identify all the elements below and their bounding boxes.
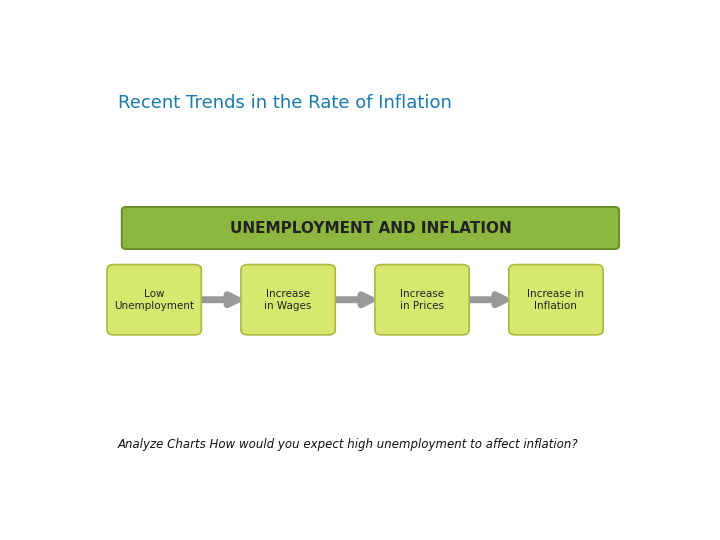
Text: UNEMPLOYMENT AND INFLATION: UNEMPLOYMENT AND INFLATION (230, 220, 511, 235)
FancyBboxPatch shape (107, 265, 202, 335)
FancyBboxPatch shape (241, 265, 336, 335)
FancyBboxPatch shape (122, 207, 619, 249)
Text: Low
Unemployment: Low Unemployment (114, 289, 194, 310)
FancyBboxPatch shape (375, 265, 469, 335)
Text: Recent Trends in the Rate of Inflation: Recent Trends in the Rate of Inflation (118, 94, 451, 112)
Text: Analyze Charts How would you expect high unemployment to affect inflation?: Analyze Charts How would you expect high… (118, 438, 579, 451)
Text: Increase
in Wages: Increase in Wages (264, 289, 312, 310)
Text: Increase
in Prices: Increase in Prices (400, 289, 444, 310)
FancyBboxPatch shape (509, 265, 603, 335)
Text: Increase in
Inflation: Increase in Inflation (528, 289, 585, 310)
